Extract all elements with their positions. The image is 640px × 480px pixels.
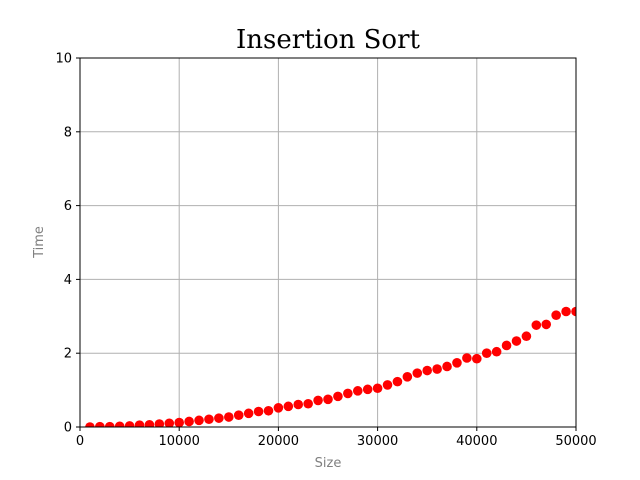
data-point xyxy=(184,416,194,427)
data-point xyxy=(134,420,145,427)
data-point xyxy=(174,417,184,427)
data-point xyxy=(233,410,244,420)
data-point xyxy=(263,405,274,416)
data-point xyxy=(491,346,502,357)
data-point xyxy=(442,361,452,372)
data-point xyxy=(154,419,165,427)
plot-background xyxy=(80,58,576,427)
data-point xyxy=(293,399,304,410)
data-point xyxy=(432,364,442,374)
data-point xyxy=(273,403,284,413)
data-point xyxy=(124,421,135,427)
data-point xyxy=(214,413,224,423)
data-point xyxy=(402,372,413,382)
data-point xyxy=(303,398,313,409)
data-point xyxy=(194,415,204,426)
data-point xyxy=(551,310,561,320)
y-tick-label: 2 xyxy=(64,347,72,362)
data-point xyxy=(323,394,333,405)
x-axis-label: Size xyxy=(315,456,342,471)
data-point xyxy=(224,412,234,422)
data-point xyxy=(392,376,403,387)
y-tick-label: 6 xyxy=(64,199,72,214)
data-point xyxy=(164,418,175,427)
data-point xyxy=(253,406,264,417)
data-point xyxy=(541,319,552,330)
data-point xyxy=(243,408,254,419)
data-point xyxy=(333,391,343,402)
data-point xyxy=(144,419,155,427)
x-tick-label: 10000 xyxy=(159,434,200,449)
data-point xyxy=(422,365,433,376)
y-tick-label: 0 xyxy=(64,421,72,436)
y-tick-label: 10 xyxy=(55,52,72,67)
data-point xyxy=(531,320,542,330)
data-point xyxy=(95,421,105,427)
data-point xyxy=(372,383,383,394)
data-point xyxy=(412,368,423,378)
data-point xyxy=(462,353,472,363)
data-point xyxy=(561,306,571,317)
x-tick-label: 50000 xyxy=(555,434,596,449)
data-point xyxy=(313,395,323,406)
y-axis-ticks: 0 2 4 6 8 10 xyxy=(55,52,80,436)
data-point xyxy=(501,340,512,351)
data-point xyxy=(204,414,214,425)
data-point xyxy=(352,386,363,396)
y-tick-label: 4 xyxy=(64,273,72,288)
x-tick-label: 30000 xyxy=(357,434,398,449)
y-axis-label: Time xyxy=(32,226,47,259)
data-point xyxy=(481,348,492,359)
data-point xyxy=(283,401,294,412)
x-axis-ticks: 0 10000 20000 30000 40000 50000 xyxy=(76,427,597,449)
x-tick-label: 40000 xyxy=(456,434,497,449)
data-point xyxy=(114,421,125,427)
data-point xyxy=(521,331,532,342)
data-point xyxy=(472,353,482,364)
chart-title: Insertion Sort xyxy=(236,25,420,55)
data-point xyxy=(382,380,393,390)
plot-frame xyxy=(79,57,577,428)
data-points xyxy=(85,306,576,427)
data-point xyxy=(104,421,115,427)
data-point xyxy=(362,384,373,395)
x-tick-label: 20000 xyxy=(258,434,299,449)
data-point xyxy=(452,357,462,368)
data-point xyxy=(511,336,522,346)
data-point xyxy=(343,388,353,399)
y-tick-label: 8 xyxy=(64,125,72,140)
x-tick-label: 0 xyxy=(76,434,84,449)
data-point xyxy=(571,306,576,317)
data-point xyxy=(85,422,95,427)
